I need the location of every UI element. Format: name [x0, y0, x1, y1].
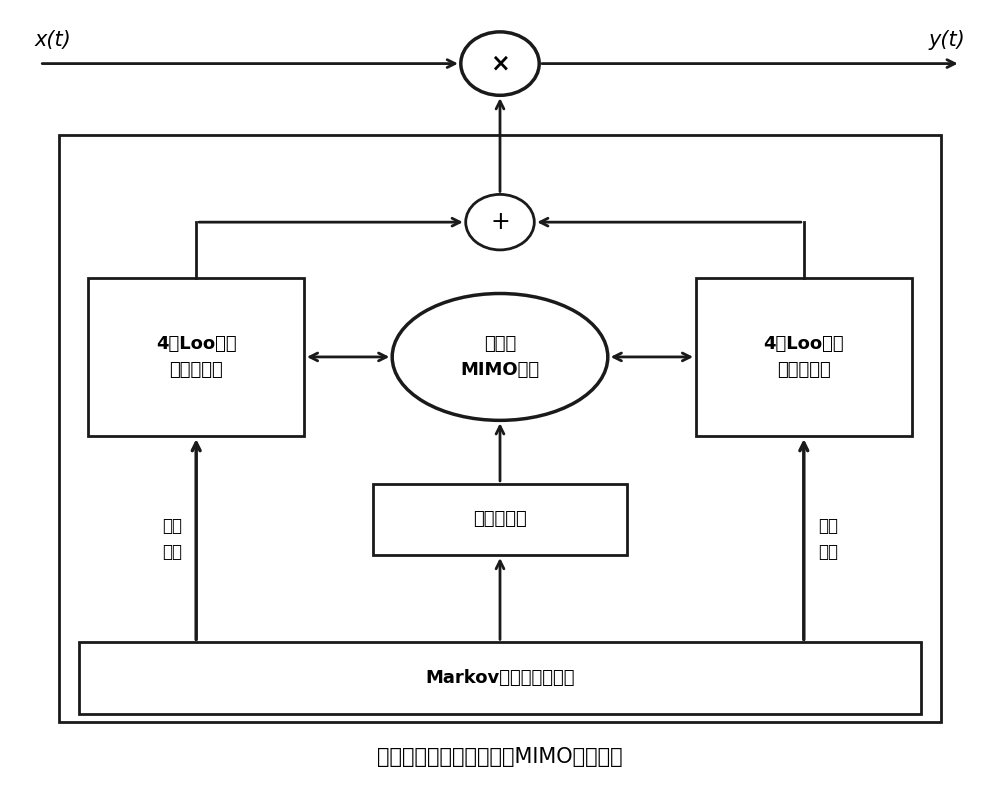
Text: y(t): y(t) [929, 30, 966, 50]
Bar [373, 484, 627, 555]
Text: +: + [490, 210, 510, 234]
Text: 4个Loo模型
大尺度模型: 4个Loo模型 大尺度模型 [156, 335, 237, 379]
Bar [88, 277, 304, 436]
Ellipse shape [392, 294, 608, 421]
Bar [79, 642, 921, 714]
Circle shape [466, 194, 534, 250]
Text: 信道
参数: 信道 参数 [162, 517, 182, 561]
Text: 等离子鞘套: 等离子鞘套 [473, 510, 527, 528]
Text: 双极化
MIMO模型: 双极化 MIMO模型 [460, 335, 540, 379]
Circle shape [461, 32, 539, 95]
Bar [59, 135, 941, 722]
Bar [696, 277, 912, 436]
Text: x(t): x(t) [34, 30, 71, 50]
Text: ×: × [490, 52, 510, 75]
Text: Markov两状态转移模型: Markov两状态转移模型 [425, 669, 575, 687]
Text: 大气环境马尔科夫双极化MIMO信道模型: 大气环境马尔科夫双极化MIMO信道模型 [377, 748, 623, 767]
Text: 4个Loo模型
小尺度模型: 4个Loo模型 小尺度模型 [763, 335, 844, 379]
Text: 信道
参数: 信道 参数 [818, 517, 838, 561]
